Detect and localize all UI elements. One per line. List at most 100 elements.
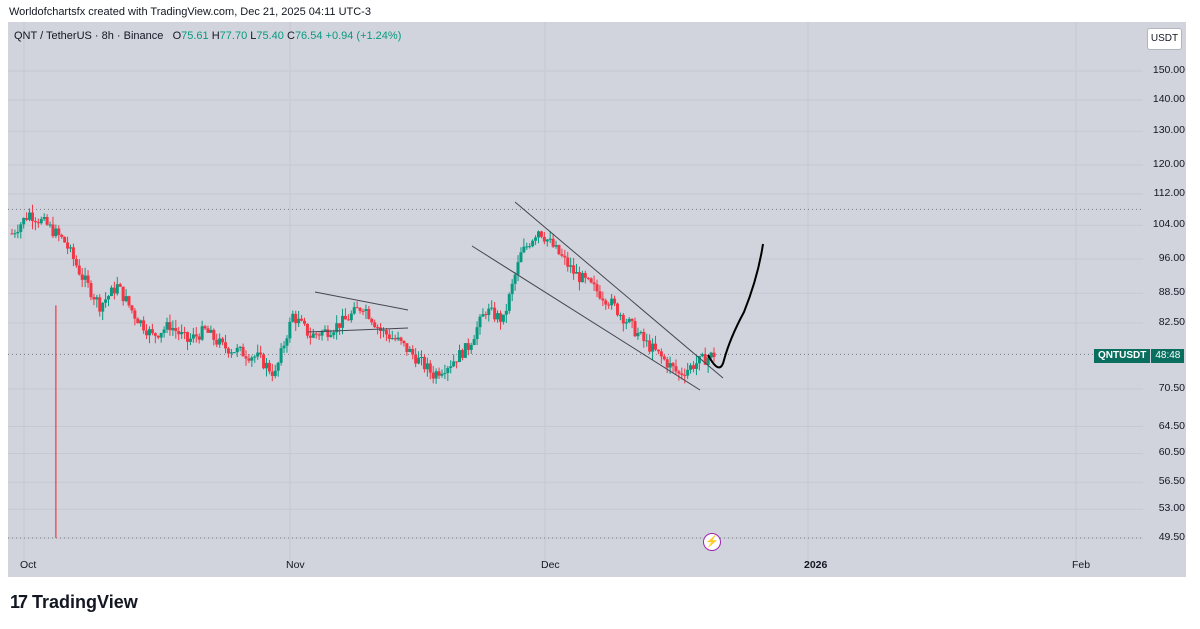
y-tick-label: 88.50 (1158, 286, 1185, 299)
candle-body (127, 296, 131, 306)
wedge-upper-line (514, 201, 724, 379)
candle-body (665, 359, 669, 368)
triangle-lower-line (307, 327, 409, 333)
candle-body (654, 343, 657, 350)
candle-body (95, 297, 99, 300)
candle-body (560, 254, 564, 256)
candle-body (402, 340, 406, 344)
chart-area[interactable] (8, 22, 1186, 577)
x-tick-label: Feb (1072, 559, 1091, 571)
candle-body (13, 233, 17, 235)
candle-body (10, 233, 14, 235)
candle-body (229, 352, 233, 354)
candle-body (346, 319, 350, 321)
candle-body (452, 361, 456, 367)
candle-body (256, 352, 260, 357)
candle-body (194, 334, 198, 337)
candle-body (443, 372, 447, 374)
y-tick-label: 60.50 (1158, 446, 1185, 459)
candle-body (569, 265, 573, 267)
candle-body (197, 336, 201, 340)
candle-body (537, 231, 540, 238)
candle-body (507, 294, 511, 311)
candle-body (241, 346, 245, 357)
candle-body (238, 346, 242, 348)
candle-body (42, 217, 46, 220)
candle-body (405, 343, 409, 352)
candle-body (481, 314, 485, 317)
currency-button[interactable]: USDT (1147, 28, 1182, 50)
candle-body (259, 352, 263, 355)
candle-body (66, 242, 70, 249)
candle-body (133, 310, 137, 319)
candle-body (539, 231, 543, 237)
candle-body (642, 332, 646, 341)
candle-body (326, 329, 330, 337)
candle-body (209, 329, 213, 333)
candle-body (469, 344, 473, 350)
candle-body (390, 338, 394, 340)
candle-body (519, 252, 523, 263)
candle-body (703, 354, 707, 365)
candle-body (349, 313, 353, 321)
candle-body (431, 372, 435, 379)
candle-body (449, 366, 453, 368)
tradingview-logo[interactable]: 17 TradingView (10, 592, 138, 613)
candle-body (624, 322, 628, 324)
candle-body (156, 335, 160, 338)
candle-body (425, 363, 429, 370)
candle-body (145, 330, 149, 336)
candle-body (191, 334, 195, 339)
y-tick-label: 150.00 (1152, 64, 1185, 76)
lightning-icon[interactable]: ⚡ (703, 533, 721, 551)
candle-body (98, 297, 102, 312)
candle-body (475, 327, 479, 340)
candle-body (484, 314, 488, 316)
candle-body (60, 234, 64, 238)
candle-body (33, 221, 37, 223)
candle-body (247, 358, 251, 361)
candle-body (276, 362, 280, 371)
candle-body (615, 303, 619, 316)
candle-body (706, 357, 710, 365)
candle-body (63, 237, 67, 243)
candle-body (639, 332, 643, 334)
candle-body (224, 342, 228, 349)
candle-body (671, 363, 675, 367)
candle-body (323, 329, 327, 332)
candle-body (83, 275, 87, 280)
candle-body (28, 212, 32, 220)
candle-body (601, 298, 605, 301)
candle-body (273, 370, 277, 376)
candle-body (320, 331, 324, 336)
y-tick-label: 56.50 (1158, 475, 1185, 488)
y-tick-label: 140.00 (1152, 93, 1185, 106)
candle-body (183, 332, 187, 334)
candle-body (466, 343, 470, 350)
candle-body (352, 307, 356, 314)
candle-body (434, 371, 438, 379)
candle-body (121, 286, 125, 302)
candle-body (460, 350, 464, 358)
candle-body (343, 315, 347, 320)
candle-body (206, 328, 210, 333)
candle-body (317, 334, 321, 336)
candle-body (463, 343, 467, 358)
price-chart[interactable] (8, 22, 1186, 577)
candle-body (370, 318, 374, 323)
candle-body (572, 265, 576, 274)
candle-body (566, 257, 570, 267)
candle-body (580, 273, 584, 283)
y-tick-label: 104.00 (1152, 218, 1185, 231)
candle-body (311, 333, 315, 338)
legend-high-label: H (211, 30, 220, 42)
candle-body (186, 332, 189, 342)
x-tick-label: 2026 (804, 559, 828, 571)
candle-body (107, 296, 111, 300)
candle-body (92, 297, 96, 300)
x-tick-label: Oct (20, 559, 37, 571)
y-tick-label: 70.50 (1158, 382, 1185, 395)
candle-body (335, 323, 339, 333)
candle-body (648, 340, 652, 352)
candle-body (607, 304, 611, 306)
